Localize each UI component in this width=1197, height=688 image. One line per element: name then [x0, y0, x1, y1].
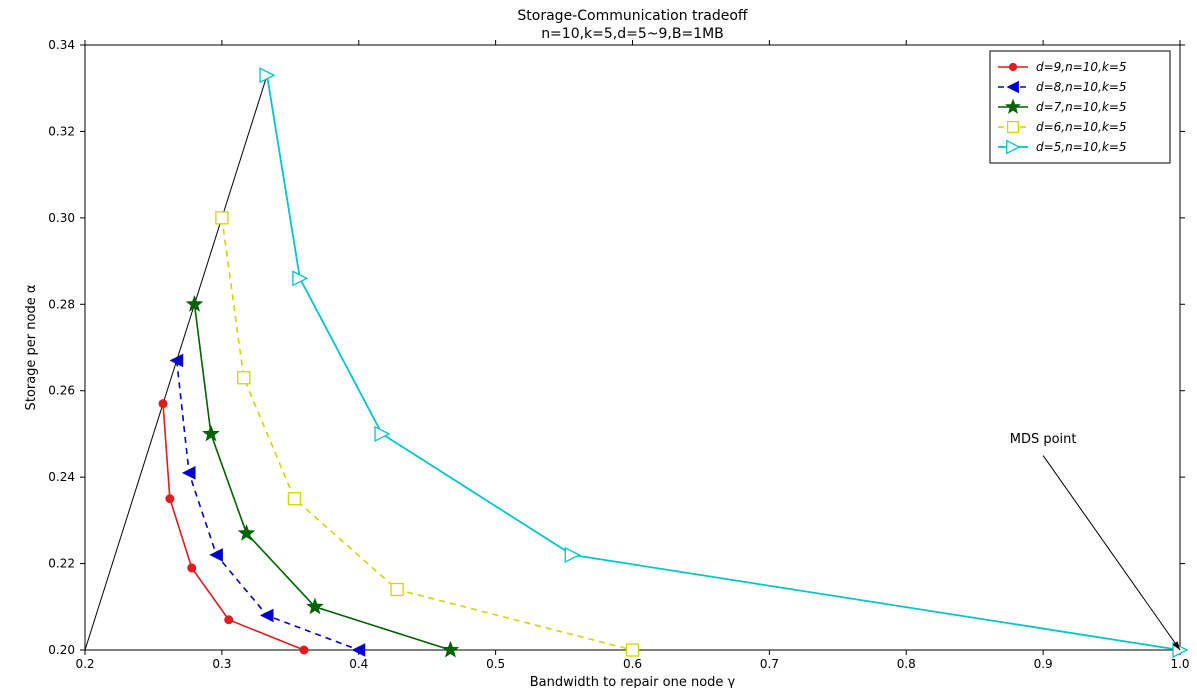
legend-label: d=9,n=10,k=5 [1036, 60, 1127, 74]
xtick-label: 1.0 [1170, 657, 1189, 671]
xlabel: Bandwidth to repair one node γ [530, 675, 736, 688]
chart-container: 0.2 0.3 0.4 0.5 0.6 0.7 0.8 0.9 1.0 0.20 0.22 0.24 0… [0, 0, 1197, 688]
marker-square [216, 212, 228, 224]
legend-label: d=7,n=10,k=5 [1036, 100, 1127, 114]
xtick-label: 0.4 [349, 657, 368, 671]
marker-circle [1009, 63, 1016, 70]
ytick-label: 0.24 [48, 470, 75, 484]
ylabel: Storage per node α [24, 285, 39, 411]
mds-label: MDS point [1010, 432, 1077, 447]
marker-square [1008, 122, 1019, 133]
ytick-label: 0.20 [48, 643, 75, 657]
xtick-label: 0.2 [75, 657, 94, 671]
title-line1: Storage-Communication tradeoff [517, 8, 748, 24]
marker-circle [166, 495, 174, 503]
ytick-label: 0.30 [48, 211, 75, 225]
marker-square [238, 372, 250, 384]
ytick-label: 0.26 [48, 384, 75, 398]
ytick-label: 0.28 [48, 297, 75, 311]
xtick-label: 0.9 [1034, 657, 1053, 671]
legend-label: d=6,n=10,k=5 [1036, 120, 1127, 134]
xtick-label: 0.8 [897, 657, 916, 671]
marker-circle [225, 616, 233, 624]
marker-square [288, 493, 300, 505]
marker-square [391, 584, 403, 596]
marker-square [627, 644, 639, 656]
title-line2: n=10,k=5,d=5~9,B=1MB [541, 26, 724, 42]
xtick-label: 0.5 [486, 657, 505, 671]
ytick-label: 0.34 [48, 38, 75, 52]
chart-svg: 0.2 0.3 0.4 0.5 0.6 0.7 0.8 0.9 1.0 0.20 0.22 0.24 0… [0, 0, 1197, 688]
marker-circle [159, 400, 167, 408]
xtick-label: 0.7 [760, 657, 779, 671]
legend-label: d=8,n=10,k=5 [1036, 80, 1127, 94]
ytick-label: 0.22 [48, 557, 75, 571]
xtick-label: 0.3 [212, 657, 231, 671]
ytick-label: 0.32 [48, 124, 75, 138]
xtick-label: 0.6 [623, 657, 642, 671]
legend-label: d=5,n=10,k=5 [1036, 140, 1127, 154]
marker-circle [188, 564, 196, 572]
marker-circle [300, 646, 308, 654]
